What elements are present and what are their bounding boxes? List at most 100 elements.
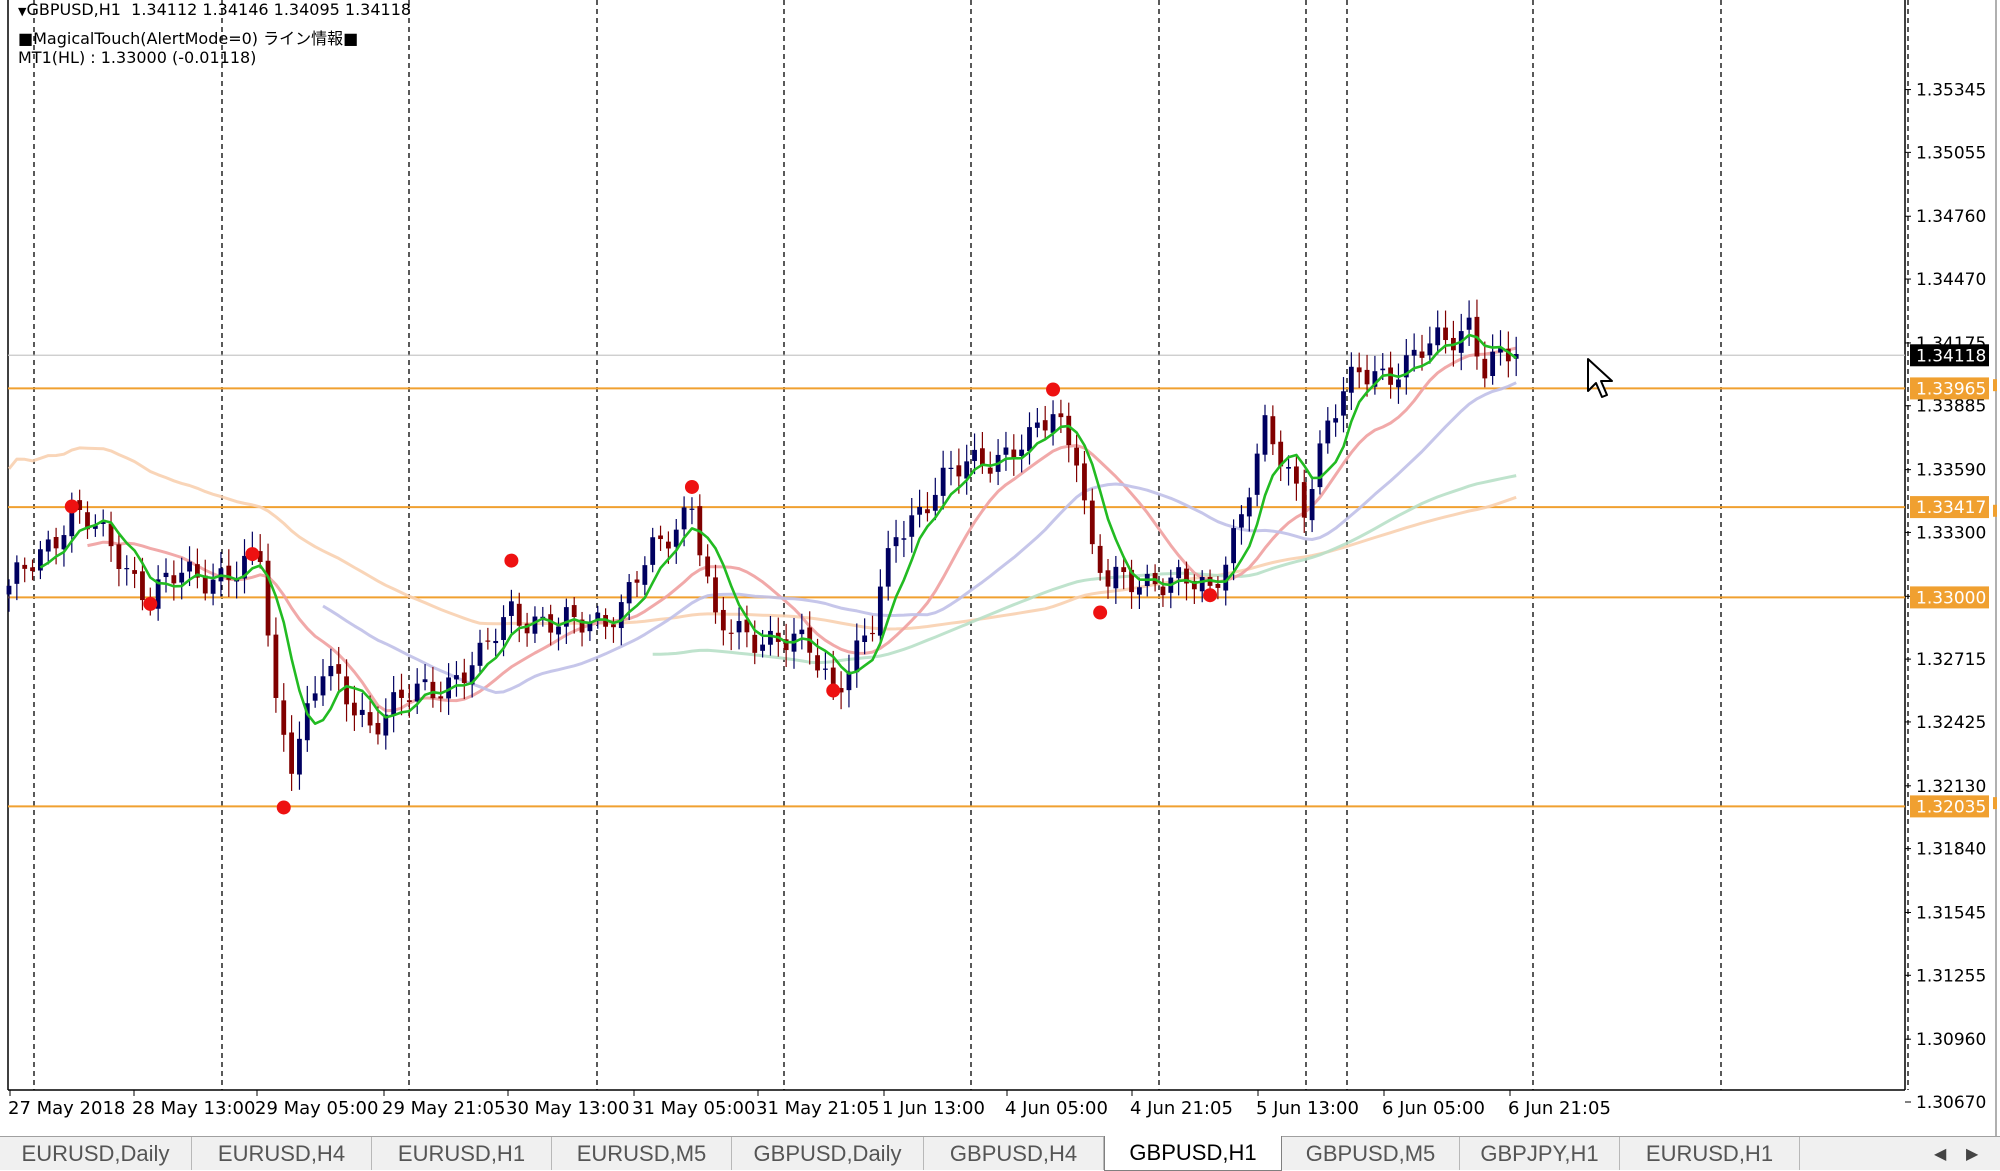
y-tick-label: 1.30670 bbox=[1916, 1093, 1986, 1113]
candle-body bbox=[720, 609, 726, 631]
tab-eurusd-h1[interactable]: EURUSD,H1 bbox=[372, 1137, 552, 1170]
candle-body bbox=[257, 551, 263, 562]
candle-body bbox=[1490, 351, 1496, 376]
candle-body bbox=[202, 575, 208, 594]
level-price-label: 1.32035 bbox=[1916, 797, 1986, 817]
candle-body bbox=[1301, 482, 1307, 518]
x-tick-label: 29 May 21:05 bbox=[382, 1098, 505, 1119]
candle-body bbox=[1341, 391, 1346, 416]
candle-body bbox=[1160, 586, 1166, 596]
y-tick-label: 1.33590 bbox=[1916, 461, 1986, 481]
candle-body bbox=[155, 579, 161, 609]
candle-body bbox=[399, 689, 404, 698]
candle-body bbox=[1184, 568, 1189, 584]
candle-body bbox=[140, 571, 145, 601]
candle-body bbox=[783, 639, 789, 651]
candle-body bbox=[1513, 354, 1519, 359]
x-tick-label: 30 May 13:00 bbox=[506, 1098, 629, 1119]
price-chart[interactable]: 1.353451.350551.347601.344701.341751.338… bbox=[0, 0, 2000, 1136]
pivot-dot bbox=[245, 547, 260, 562]
y-tick-label: 1.32425 bbox=[1916, 713, 1986, 733]
candle-body bbox=[1278, 441, 1284, 467]
chart-area[interactable]: 1.35345 1.35055 1.34760 1.34470 1.34175 1.338… bbox=[0, 0, 2000, 1136]
candle-body bbox=[1223, 564, 1229, 591]
candle-body bbox=[595, 612, 601, 621]
tab-eurusd-h4[interactable]: EURUSD,H4 bbox=[192, 1137, 372, 1170]
candle-body bbox=[744, 619, 750, 633]
chart-tab-bar: EURUSD,Daily EURUSD,H4 EURUSD,H1 EURUSD,M5 G… bbox=[0, 1136, 2000, 1171]
candle-body bbox=[1364, 369, 1370, 385]
candle-body bbox=[579, 619, 585, 633]
candle-body bbox=[854, 640, 860, 673]
tab-gbpusd-h4[interactable]: GBPUSD,H4 bbox=[924, 1137, 1104, 1170]
x-tick-label: 27 May 2018 bbox=[8, 1098, 125, 1119]
candle-body bbox=[650, 537, 656, 565]
candle-body bbox=[642, 565, 648, 585]
candle-body bbox=[1270, 416, 1276, 445]
tab-eurusd-h1[interactable]: EURUSD,H1 bbox=[1620, 1137, 1800, 1170]
candle-body bbox=[469, 665, 475, 685]
candle-body bbox=[681, 507, 687, 530]
level-price-label-bg bbox=[1910, 496, 1989, 519]
tab-gbpjpy-h1[interactable]: GBPJPY,H1 bbox=[1460, 1137, 1620, 1170]
level-price-label: 1.33965 bbox=[1916, 379, 1986, 399]
candle-body bbox=[1325, 420, 1331, 444]
candle-body bbox=[454, 675, 459, 680]
candle-body bbox=[53, 537, 59, 549]
y-tick-label: 1.34470 bbox=[1916, 270, 1986, 290]
candle-body bbox=[461, 672, 467, 684]
tab-gbpusd-h1[interactable]: GBPUSD,H1 bbox=[1104, 1136, 1282, 1171]
candle-body bbox=[132, 570, 137, 574]
candle-body bbox=[1317, 443, 1323, 488]
candle-body bbox=[336, 664, 342, 674]
symbol-info-line: ▼GBPUSD,H1 1.34112 1.34146 1.34095 1.341… bbox=[18, 0, 412, 19]
tab-gbpusd-m5[interactable]: GBPUSD,M5 bbox=[1282, 1137, 1460, 1170]
right-arrow-icon[interactable]: ▶ bbox=[1966, 1144, 1979, 1163]
candle-body bbox=[210, 579, 216, 594]
candle-body bbox=[1191, 580, 1197, 590]
candle-body bbox=[1215, 583, 1221, 588]
candle-body bbox=[1246, 497, 1252, 517]
candle-body bbox=[823, 668, 828, 670]
tab-eurusd-m5[interactable]: EURUSD,M5 bbox=[552, 1137, 732, 1170]
candle-body bbox=[673, 529, 679, 547]
candle-body bbox=[69, 502, 75, 537]
candle-body bbox=[1042, 420, 1048, 431]
candle-body bbox=[485, 640, 491, 642]
level-price-label-bg bbox=[1910, 795, 1989, 818]
y-tick-label: 1.31545 bbox=[1916, 904, 1986, 924]
candle-body bbox=[925, 509, 930, 514]
candle-body bbox=[509, 601, 514, 616]
candle-body bbox=[815, 655, 820, 671]
candle-body bbox=[1113, 566, 1119, 589]
candle-body bbox=[61, 535, 67, 550]
pivot-dot bbox=[1046, 382, 1061, 397]
candle-body bbox=[1058, 413, 1064, 418]
candle-body bbox=[768, 630, 773, 645]
candle-body bbox=[1435, 327, 1441, 346]
pivot-dot bbox=[826, 683, 841, 698]
candle-body bbox=[611, 624, 616, 628]
candle-body bbox=[713, 577, 718, 613]
candle-body bbox=[846, 671, 852, 691]
candle-body bbox=[587, 621, 593, 632]
candle-body bbox=[171, 575, 177, 584]
candle-body bbox=[563, 607, 569, 627]
candle-body bbox=[532, 616, 538, 634]
dropdown-icon[interactable]: ▼ bbox=[18, 5, 27, 18]
candle-body bbox=[195, 564, 200, 578]
candle-body bbox=[838, 688, 844, 693]
left-arrow-icon[interactable]: ◀ bbox=[1934, 1144, 1947, 1163]
candle-body bbox=[1286, 466, 1291, 469]
pivot-dot bbox=[684, 479, 699, 494]
y-tick-label: 1.32130 bbox=[1916, 777, 1986, 797]
candle-body bbox=[383, 714, 389, 736]
candle-body bbox=[705, 556, 711, 577]
candle-body bbox=[320, 676, 326, 696]
tab-gbpusd-daily[interactable]: GBPUSD,Daily bbox=[732, 1137, 924, 1170]
x-tick-label: 6 Jun 05:00 bbox=[1382, 1098, 1485, 1119]
tab-eurusd-daily[interactable]: EURUSD,Daily bbox=[0, 1137, 192, 1170]
candle-body bbox=[391, 692, 397, 716]
x-tick-label: 29 May 05:00 bbox=[255, 1098, 378, 1119]
y-tick-label: 1.31255 bbox=[1916, 966, 1986, 986]
